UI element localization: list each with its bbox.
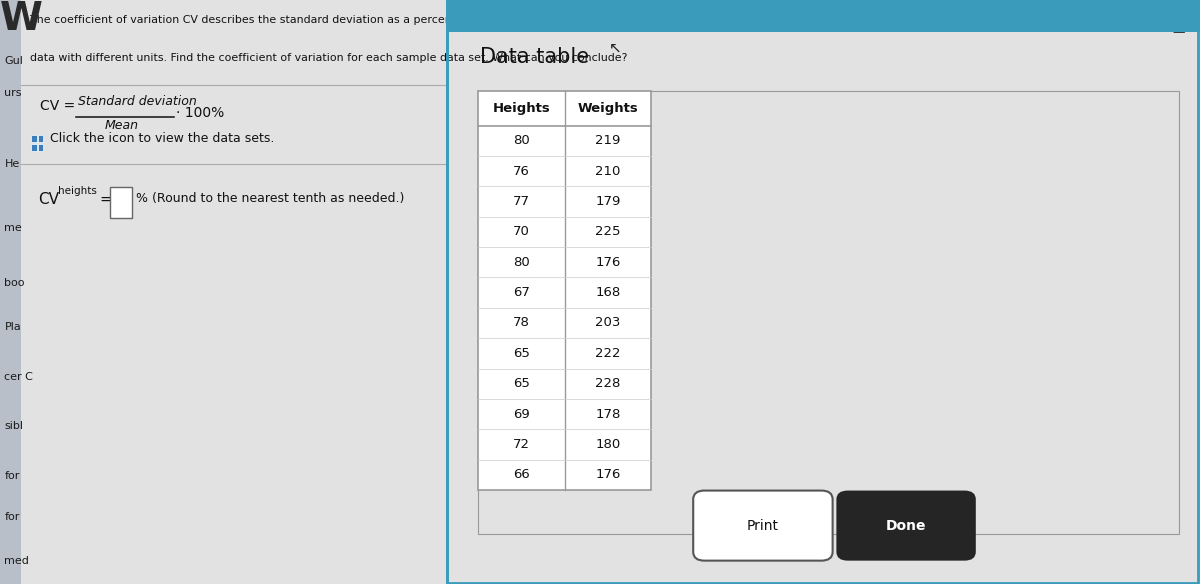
Text: 77: 77 <box>512 195 530 208</box>
Text: 178: 178 <box>595 408 620 420</box>
Text: · 100%: · 100% <box>176 106 224 120</box>
Text: CV =: CV = <box>40 99 76 113</box>
Text: Weights: Weights <box>577 102 638 114</box>
Text: —: — <box>1172 26 1184 39</box>
Text: data with different units. Find the coefficient of variation for each sample dat: data with different units. Find the coef… <box>30 53 628 62</box>
Text: sibl: sibl <box>5 421 24 432</box>
Text: heights: heights <box>59 186 97 196</box>
Text: 203: 203 <box>595 317 620 329</box>
Bar <box>110 187 132 218</box>
Bar <box>31 144 37 151</box>
Text: 80: 80 <box>514 256 529 269</box>
Text: 65: 65 <box>512 377 530 390</box>
FancyBboxPatch shape <box>694 491 833 561</box>
Bar <box>478 91 652 490</box>
Text: 176: 176 <box>595 468 620 481</box>
Text: 80: 80 <box>514 134 529 147</box>
Text: 179: 179 <box>595 195 620 208</box>
Text: 78: 78 <box>512 317 530 329</box>
Text: ↖: ↖ <box>608 41 622 56</box>
Text: urs: urs <box>5 88 22 99</box>
Text: Click the icon to view the data sets.: Click the icon to view the data sets. <box>50 133 275 145</box>
Text: CV: CV <box>38 192 59 207</box>
Text: 228: 228 <box>595 377 620 390</box>
Text: Pla: Pla <box>5 322 22 332</box>
Text: 210: 210 <box>595 165 620 178</box>
Text: 67: 67 <box>512 286 530 299</box>
Text: Mean: Mean <box>104 119 139 131</box>
Text: Standard deviation: Standard deviation <box>78 95 197 107</box>
Text: He: He <box>5 158 19 169</box>
Text: Done: Done <box>886 519 926 533</box>
Text: 219: 219 <box>595 134 620 147</box>
Text: % (Round to the nearest tenth as needed.): % (Round to the nearest tenth as needed.… <box>136 192 404 204</box>
Text: 168: 168 <box>595 286 620 299</box>
Text: 222: 222 <box>595 347 620 360</box>
Bar <box>38 135 43 142</box>
Text: =: = <box>100 192 113 207</box>
Text: boo: boo <box>5 278 25 288</box>
Bar <box>0 0 22 584</box>
Text: 66: 66 <box>514 468 529 481</box>
Text: W: W <box>0 0 43 38</box>
Text: cer C: cer C <box>5 371 34 382</box>
Text: 72: 72 <box>512 438 530 451</box>
Text: Data table: Data table <box>480 47 589 67</box>
Bar <box>38 144 43 151</box>
Text: Print: Print <box>746 519 779 533</box>
Text: 176: 176 <box>595 256 620 269</box>
Text: 70: 70 <box>512 225 530 238</box>
Text: 65: 65 <box>512 347 530 360</box>
Text: me: me <box>5 223 23 233</box>
Bar <box>31 135 37 142</box>
Text: Heights: Heights <box>492 102 551 114</box>
FancyBboxPatch shape <box>836 491 976 561</box>
Text: 225: 225 <box>595 225 620 238</box>
Bar <box>478 91 1178 534</box>
Text: for: for <box>5 512 20 522</box>
Text: Gul: Gul <box>5 56 23 67</box>
Text: med: med <box>5 555 29 566</box>
Bar <box>446 0 1200 32</box>
Text: 76: 76 <box>512 165 530 178</box>
Text: 69: 69 <box>514 408 529 420</box>
Text: for: for <box>5 471 20 481</box>
Text: 180: 180 <box>595 438 620 451</box>
Text: The coefficient of variation CV describes the standard deviation as a percent of: The coefficient of variation CV describe… <box>30 15 954 25</box>
